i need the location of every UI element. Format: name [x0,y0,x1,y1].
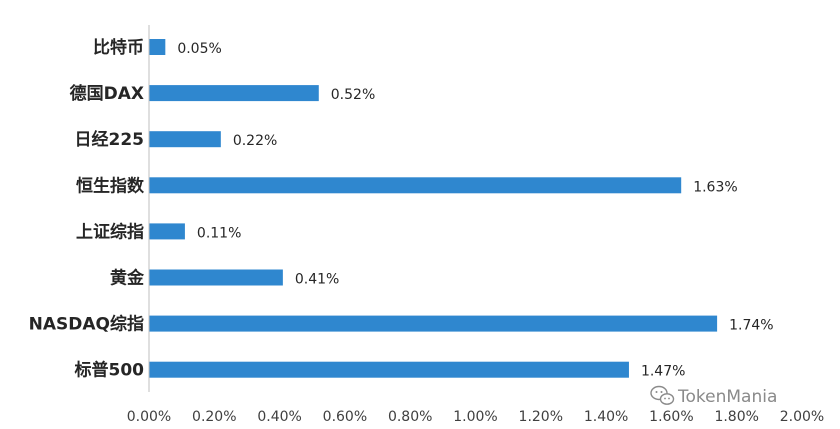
x-tick-label: 1.20% [519,409,563,425]
x-tick-label: 0.20% [192,409,236,425]
watermark-text: TokenMania [677,387,777,407]
x-tick-label: 0.00% [127,409,171,425]
bar [149,39,166,55]
data-label: 1.74% [729,318,773,334]
category-label: 比特币 [93,37,144,58]
x-tick-label: 0.40% [257,409,301,425]
category-label: 日经225 [75,129,145,150]
data-label: 1.63% [693,179,737,195]
x-tick-label: 1.00% [453,409,497,425]
bar [149,177,682,194]
x-tick-labels: 0.00% 0.20% 0.40% 0.60% 0.80% 1.00% 1.20% 1.40%… [127,409,824,425]
data-label: 0.11% [197,225,241,241]
data-label: 0.52% [331,87,375,103]
category-label: 德国DAX [70,83,144,104]
category-label: 标普500 [75,360,145,381]
bar [149,269,283,286]
bars-layer [149,39,718,378]
x-tick-label: 0.60% [323,409,367,425]
data-label: 0.22% [233,133,277,149]
x-tick-label: 0.80% [388,409,432,425]
x-tick-label: 1.60% [649,409,693,425]
category-label: NASDAQ综指 [29,314,144,335]
bar [149,223,185,240]
x-tick-label: 1.80% [714,409,758,425]
data-label: 0.05% [177,41,221,57]
watermark: TokenMania [650,385,777,407]
data-label: 1.47% [641,364,685,380]
category-label: 黄金 [110,268,145,289]
x-tick-label: 1.40% [584,409,628,425]
bar [149,315,718,332]
wechat-icon [650,385,675,405]
data-label: 0.41% [295,272,339,288]
bar [149,131,221,148]
category-label: 恒生指数 [76,175,145,196]
bar [149,85,319,102]
bar [149,361,629,378]
x-tick-label: 2.00% [780,409,824,425]
category-label: 上证综指 [76,221,144,242]
data-labels: 0.05% 0.52% 0.22% 1.63% 0.11% 0.41% 1.74% 1.47% [177,41,773,380]
